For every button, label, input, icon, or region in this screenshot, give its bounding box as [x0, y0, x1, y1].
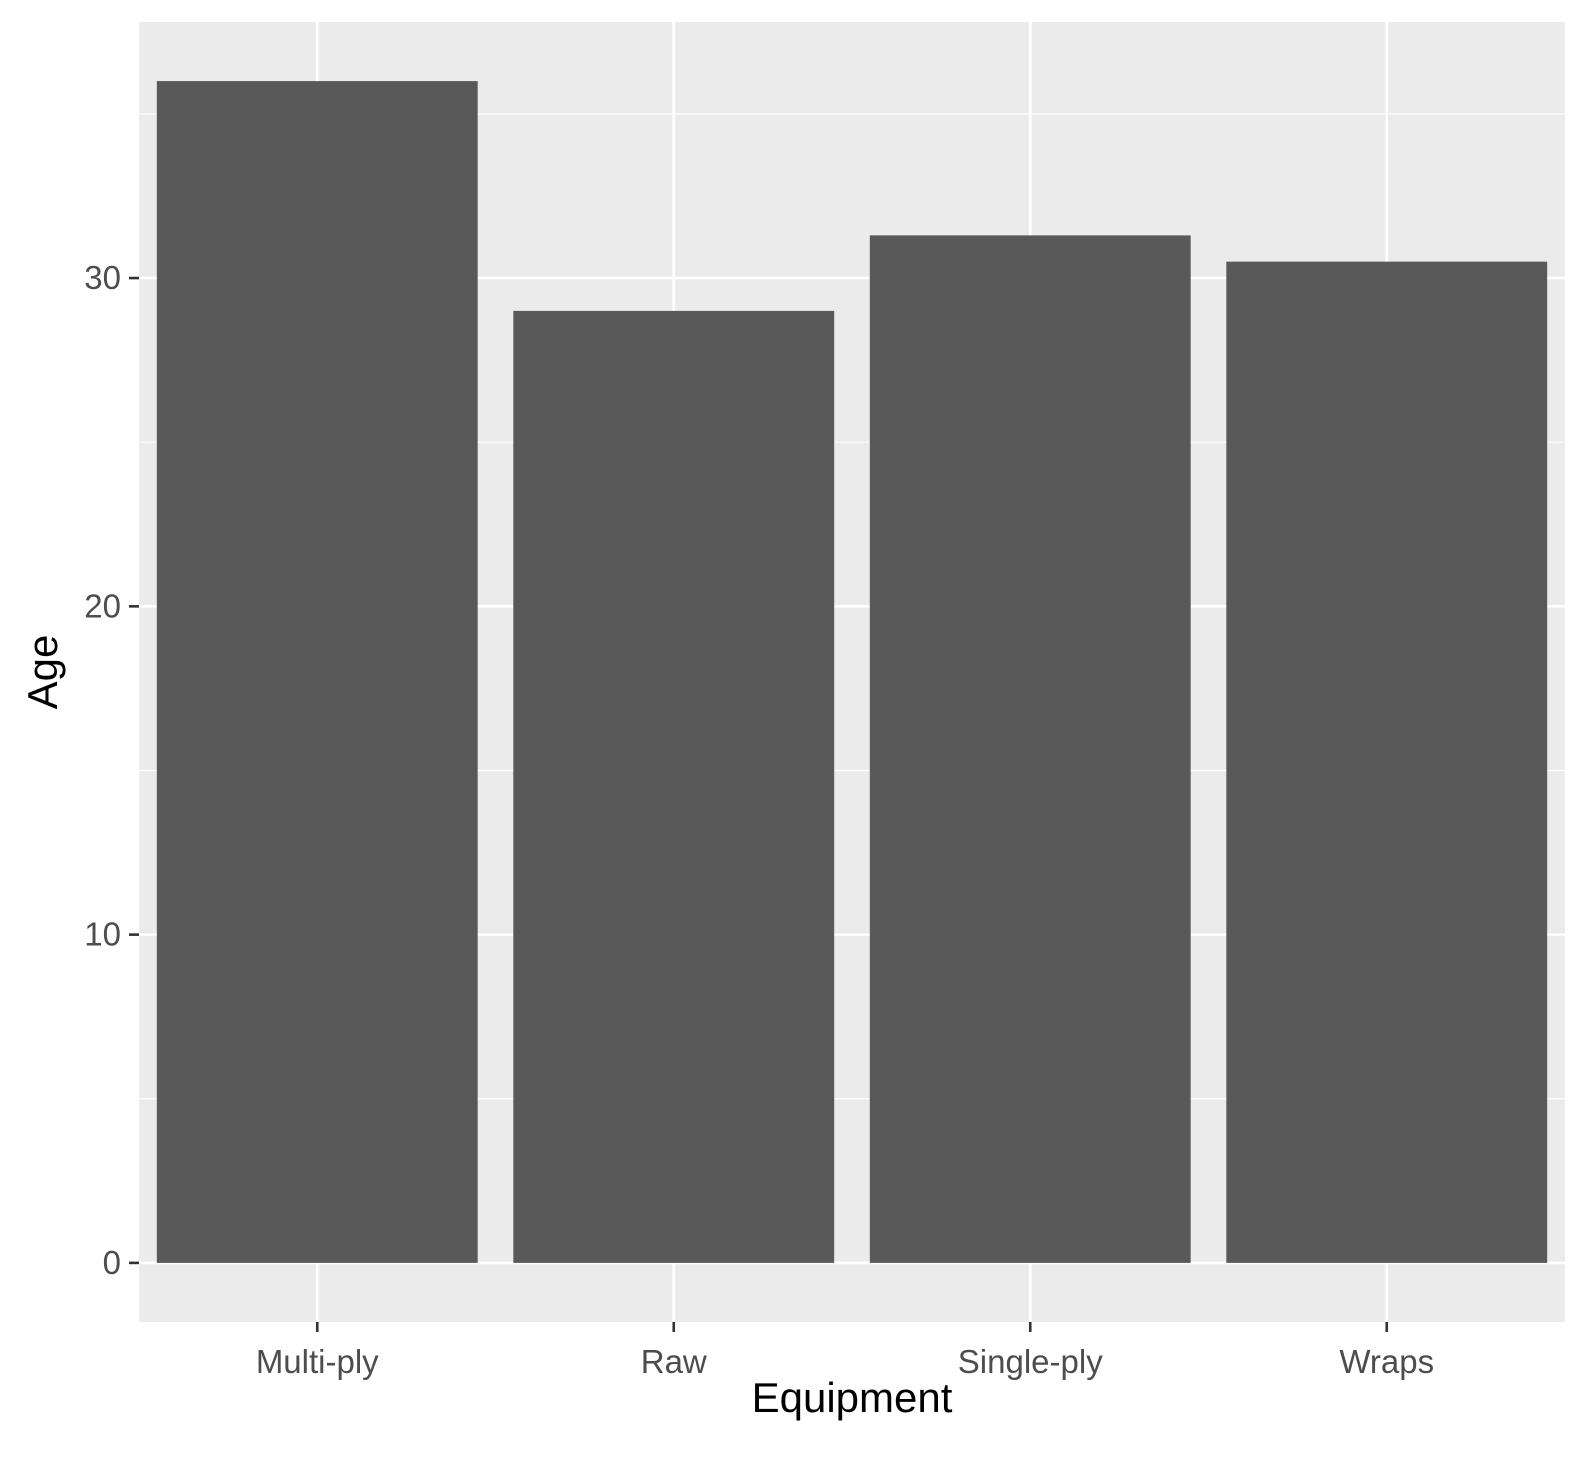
bar-single-ply: [869, 235, 1191, 1263]
x-tick-label: Single-ply: [958, 1343, 1103, 1380]
x-tick-label: Raw: [641, 1343, 707, 1380]
y-tick-label: 0: [103, 1244, 121, 1281]
y-axis-title: Age: [19, 635, 66, 710]
x-tick-label: Multi-ply: [256, 1343, 379, 1380]
y-tick-label: 10: [84, 916, 121, 953]
x-tick-label: Wraps: [1339, 1343, 1434, 1380]
bars: [156, 81, 1548, 1263]
y-tick-label: 20: [84, 587, 121, 624]
y-axis: 0 10 20 30: [84, 259, 139, 1281]
bar-wraps: [1226, 261, 1548, 1263]
y-tick-label: 30: [84, 259, 121, 296]
bar-raw: [513, 310, 835, 1263]
bar-multi-ply: [156, 81, 478, 1263]
x-axis-title: Equipment: [752, 1374, 953, 1421]
x-axis: Multi-ply Raw Single-ply Wraps: [256, 1322, 1434, 1380]
